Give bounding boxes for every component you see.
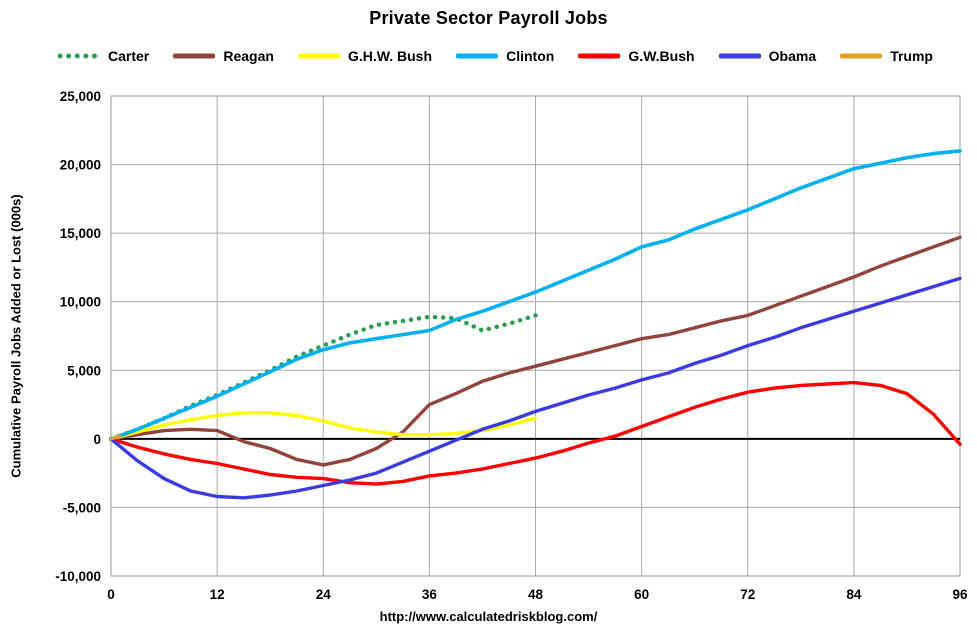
series-line-obama [109, 276, 962, 500]
legend-swatch-g-w-bush [578, 53, 621, 59]
y-tick-label: 10,000 [60, 295, 101, 310]
legend-swatch-obama [718, 53, 761, 59]
y-tick-label: 15,000 [60, 226, 101, 241]
x-tick-label: 48 [528, 587, 544, 602]
x-tick-label: 24 [316, 587, 332, 602]
legend-item-g-w-bush: G.W.Bush [578, 48, 695, 64]
y-tick-label: 0 [93, 432, 101, 447]
series-line-clinton [109, 149, 962, 441]
x-tick-label: 72 [740, 587, 755, 602]
series-line-g-h-w-bush [109, 411, 538, 441]
legend-label-obama: Obama [768, 48, 817, 64]
series-line-reagan [109, 235, 962, 467]
footer-url: http://www.calculatedriskblog.com/ [379, 609, 598, 624]
series-line-g-w-bush [109, 380, 962, 486]
chart-title: Private Sector Payroll Jobs [369, 8, 608, 28]
legend-swatch-reagan [173, 53, 216, 59]
legend: Carter Reagan G.H.W. Bush Clinton G.W.Bush Ob… [58, 48, 933, 64]
legend-label-trump: Trump [890, 48, 933, 64]
x-tick-label: 96 [952, 587, 968, 602]
legend-swatch-trump [840, 53, 883, 59]
x-tick-label: 12 [210, 587, 225, 602]
series-line-carter [108, 313, 538, 442]
legend-item-obama: Obama [718, 48, 817, 64]
legend-label-carter: Carter [108, 48, 150, 64]
legend-item-carter: Carter [58, 48, 149, 64]
legend-item-reagan: Reagan [173, 48, 274, 64]
y-tick-label: 25,000 [60, 89, 101, 104]
x-tick-label: 60 [634, 587, 649, 602]
legend-label-reagan: Reagan [223, 48, 274, 64]
legend-label-g-h-w-bush: G.H.W. Bush [348, 48, 433, 64]
legend-item-trump: Trump [840, 48, 933, 64]
legend-label-clinton: Clinton [506, 48, 555, 64]
y-tick-label: -10,000 [55, 569, 101, 584]
y-tick-label: 5,000 [67, 363, 101, 378]
x-tick-label: 36 [422, 587, 438, 602]
legend-item-g-h-w-bush: G.H.W. Bush [298, 48, 432, 64]
y-tick-label: -5,000 [63, 500, 101, 515]
plot-border [110, 95, 961, 577]
legend-swatch-clinton [456, 53, 499, 59]
legend-swatch-g-h-w-bush [298, 53, 341, 59]
y-axis-label: Cumulative Payroll Jobs Added or Lost (0… [8, 194, 24, 478]
x-tick-label: 0 [107, 587, 115, 602]
legend-label-g-w-bush: G.W.Bush [628, 48, 695, 64]
x-tick-label: 84 [846, 587, 862, 602]
legend-swatch-carter [58, 53, 100, 59]
y-tick-label: 20,000 [60, 158, 101, 173]
legend-item-clinton: Clinton [456, 48, 554, 64]
series-line-trump [109, 434, 122, 441]
